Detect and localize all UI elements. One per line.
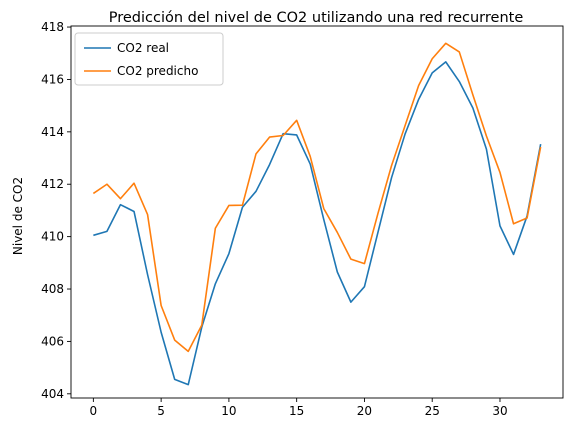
data-point-co2-real — [93, 235, 95, 237]
x-tick-label: 5 — [157, 404, 165, 418]
data-point-co2-predicho — [242, 204, 244, 206]
x-tick-label: 10 — [221, 404, 236, 418]
data-point-co2-real — [133, 211, 135, 213]
data-point-co2-real — [296, 134, 298, 136]
data-point-co2-real — [350, 301, 352, 303]
series-line-co2-real — [93, 61, 542, 386]
data-point-co2-predicho — [513, 223, 515, 225]
data-point-co2-predicho — [106, 183, 108, 185]
data-point-co2-real — [499, 225, 501, 227]
data-point-co2-real — [323, 219, 325, 221]
data-point-co2-real — [513, 254, 515, 256]
data-point-co2-real — [486, 148, 488, 150]
data-point-co2-predicho — [269, 136, 271, 138]
plot-area: 0 5 10 15 20 25 30 404 406 408 410 412 414 416 418 — [41, 20, 542, 418]
x-tick-label: 25 — [425, 404, 440, 418]
data-point-co2-predicho — [201, 324, 203, 326]
data-point-co2-predicho — [282, 135, 284, 137]
data-point-co2-real — [540, 143, 542, 145]
data-point-co2-real — [147, 274, 149, 276]
data-point-co2-predicho — [296, 120, 298, 122]
data-point-co2-real — [120, 204, 122, 206]
data-point-co2-predicho — [499, 172, 501, 174]
y-tick-label: 416 — [41, 72, 64, 86]
data-point-co2-predicho — [160, 305, 162, 307]
data-point-co2-real — [418, 99, 420, 101]
data-point-co2-real — [445, 61, 447, 63]
y-tick-label: 418 — [41, 20, 64, 34]
x-tick-label: 30 — [492, 404, 507, 418]
data-point-co2-predicho — [364, 263, 366, 265]
data-point-co2-real — [337, 271, 339, 273]
data-point-co2-predicho — [472, 94, 474, 96]
data-point-co2-predicho — [431, 58, 433, 60]
data-point-co2-predicho — [120, 198, 122, 200]
data-point-co2-predicho — [445, 42, 447, 44]
y-tick-label: 414 — [41, 125, 64, 139]
plot-frame — [70, 25, 564, 399]
data-point-co2-predicho — [228, 205, 230, 207]
data-point-co2-predicho — [377, 213, 379, 215]
data-point-co2-real — [255, 191, 257, 193]
data-point-co2-real — [459, 81, 461, 83]
x-tick-label: 15 — [289, 404, 304, 418]
y-tick-label: 408 — [41, 282, 64, 296]
data-point-co2-predicho — [133, 182, 135, 184]
y-tick-label: 412 — [41, 177, 64, 191]
data-point-co2-predicho — [540, 146, 542, 148]
data-point-co2-predicho — [418, 85, 420, 87]
legend: CO2 real CO2 predicho — [74, 32, 224, 86]
y-tick-label: 410 — [41, 230, 64, 244]
data-point-co2-real — [174, 379, 176, 381]
data-point-co2-real — [215, 283, 217, 285]
data-point-co2-predicho — [350, 258, 352, 260]
x-tick-label: 20 — [357, 404, 372, 418]
x-tick-label: 0 — [90, 404, 98, 418]
legend-label-co2-real: CO2 real — [117, 41, 169, 55]
data-point-co2-real — [364, 286, 366, 288]
data-point-co2-real — [242, 206, 244, 208]
y-tick-label: 406 — [41, 334, 64, 348]
data-point-co2-predicho — [215, 227, 217, 229]
data-point-co2-real — [472, 107, 474, 109]
data-point-co2-predicho — [404, 125, 406, 127]
data-point-co2-predicho — [486, 135, 488, 137]
data-point-co2-real — [106, 231, 108, 233]
data-point-co2-predicho — [391, 165, 393, 167]
chart-title: Predicción del nivel de CO2 utilizando u… — [109, 10, 524, 26]
data-point-co2-real — [404, 133, 406, 135]
data-point-co2-predicho — [187, 351, 189, 353]
data-point-co2-predicho — [459, 51, 461, 53]
data-point-co2-real — [377, 231, 379, 233]
data-point-co2-real — [431, 72, 433, 74]
data-point-co2-real — [269, 164, 271, 166]
series-line-co2-predicho — [92, 42, 542, 353]
data-point-co2-predicho — [526, 217, 528, 219]
data-point-co2-predicho — [255, 153, 257, 155]
y-axis-label: Nivel de CO2 — [11, 177, 25, 255]
data-point-co2-real — [160, 331, 162, 333]
y-tick-label: 404 — [41, 387, 64, 401]
data-point-co2-real — [391, 177, 393, 179]
data-point-co2-predicho — [323, 208, 325, 210]
data-point-co2-predicho — [309, 156, 311, 158]
data-point-co2-real — [309, 163, 311, 165]
data-point-co2-predicho — [174, 339, 176, 341]
data-point-co2-real — [187, 384, 189, 386]
legend-box — [74, 32, 224, 86]
data-point-co2-predicho — [147, 214, 149, 216]
legend-label-co2-predicho: CO2 predicho — [117, 64, 198, 78]
data-point-co2-predicho — [337, 232, 339, 234]
data-point-co2-real — [228, 253, 230, 255]
data-point-co2-predicho — [93, 193, 95, 195]
